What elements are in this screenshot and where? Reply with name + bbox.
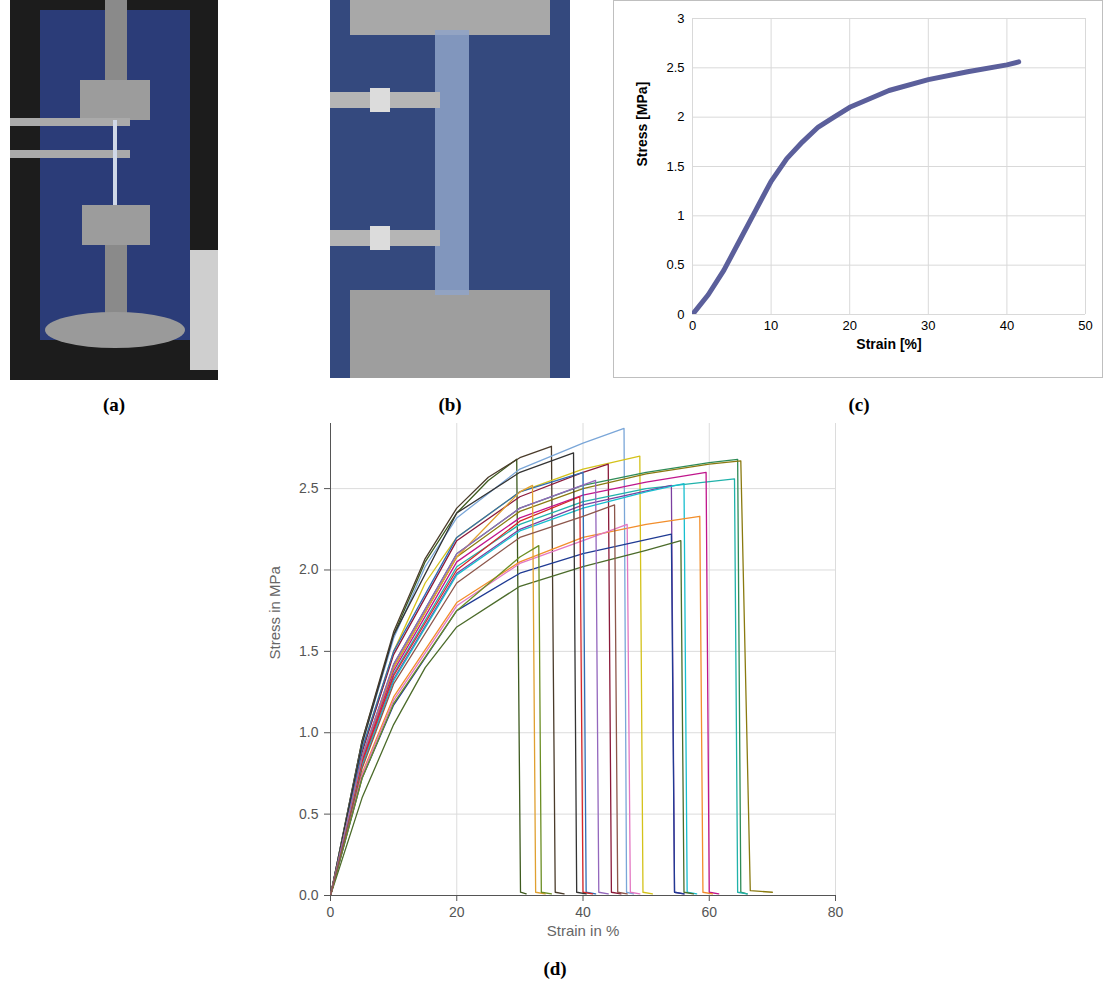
svg-text:Strain [%]: Strain [%] — [856, 336, 921, 352]
svg-text:40: 40 — [1000, 318, 1014, 333]
svg-text:0.0: 0.0 — [299, 887, 319, 903]
svg-text:0.5: 0.5 — [299, 806, 319, 822]
svg-text:0: 0 — [327, 904, 335, 920]
svg-text:1.5: 1.5 — [299, 643, 319, 659]
svg-text:Strain in %: Strain in % — [547, 922, 620, 939]
svg-text:2: 2 — [677, 109, 684, 124]
svg-text:2.5: 2.5 — [299, 480, 319, 496]
svg-text:Stress in MPa: Stress in MPa — [266, 565, 283, 659]
html-text:(b): (b) — [438, 394, 462, 415]
svg-text:10: 10 — [764, 318, 778, 333]
svg-text:20: 20 — [449, 904, 465, 920]
html-text:(c): (c) — [848, 394, 870, 415]
svg-text:1.0: 1.0 — [299, 724, 319, 740]
svg-text:2.5: 2.5 — [666, 60, 684, 75]
svg-text:60: 60 — [701, 904, 717, 920]
svg-text:0.5: 0.5 — [666, 257, 684, 272]
svg-text:2.0: 2.0 — [299, 561, 319, 577]
svg-text:3: 3 — [677, 11, 684, 26]
svg-text:1: 1 — [677, 208, 684, 223]
svg-text:50: 50 — [1078, 318, 1092, 333]
svg-text:1.5: 1.5 — [666, 159, 684, 174]
html-text:(a): (a) — [102, 394, 126, 415]
svg-text:0: 0 — [677, 307, 684, 322]
html-text:(d): (d) — [543, 958, 567, 979]
svg-text:20: 20 — [842, 318, 856, 333]
svg-text:40: 40 — [575, 904, 591, 920]
svg-text:Stress [MPa]: Stress [MPa] — [634, 82, 650, 167]
svg-text:80: 80 — [828, 904, 844, 920]
svg-text:30: 30 — [921, 318, 935, 333]
svg-text:0: 0 — [689, 318, 696, 333]
